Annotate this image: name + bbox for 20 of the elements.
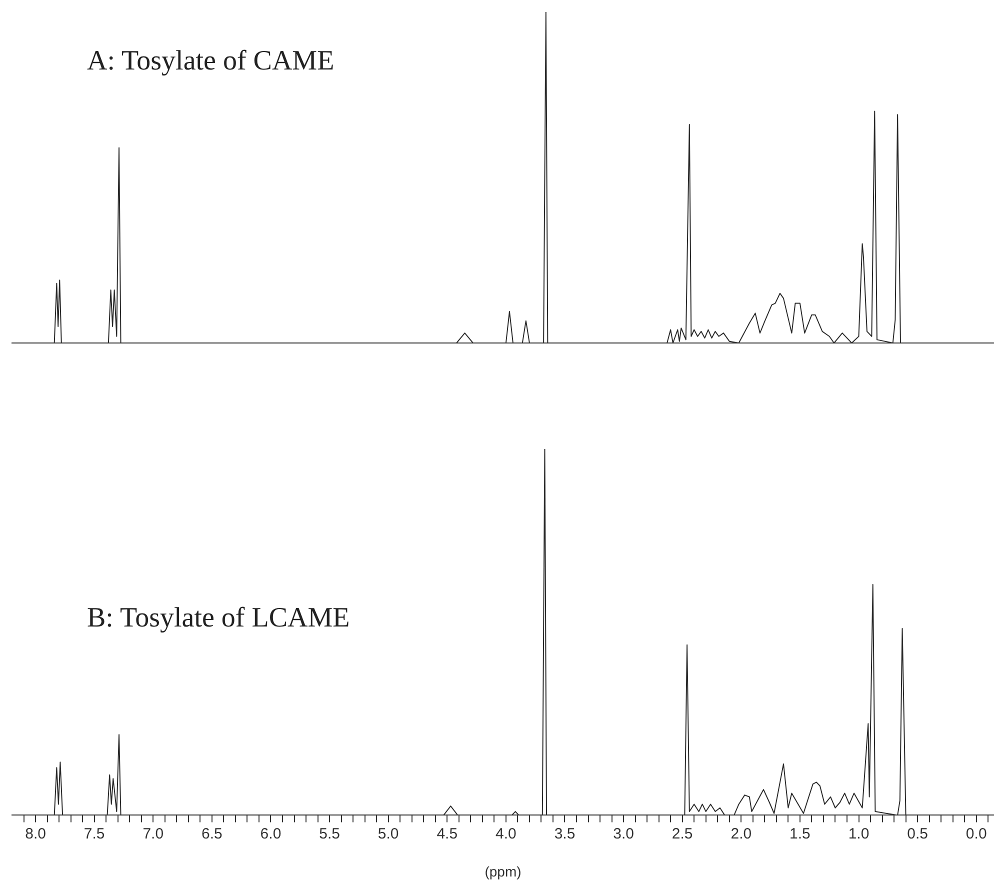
x-tick-label: 5.0 bbox=[378, 825, 399, 842]
x-tick-label: 8.0 bbox=[25, 825, 46, 842]
x-tick-label: 3.5 bbox=[554, 825, 576, 842]
x-tick-label: 0.5 bbox=[907, 825, 928, 842]
x-tick-label: 4.5 bbox=[436, 825, 458, 842]
text: A: Tosylate of CAME bbox=[87, 45, 334, 76]
x-tick-label: 5.5 bbox=[319, 825, 340, 842]
x-tick-label: 2.0 bbox=[730, 825, 752, 842]
x-tick-label: 1.5 bbox=[790, 825, 810, 842]
x-tick-label: 7.5 bbox=[84, 825, 105, 842]
x-tick-label: 7.0 bbox=[142, 825, 164, 842]
x-tick-label: 0.0 bbox=[966, 825, 987, 842]
x-tick-label: 6.5 bbox=[202, 825, 222, 842]
text: B: Tosylate of LCAME bbox=[87, 602, 350, 634]
x-tick-label: 4.0 bbox=[496, 825, 516, 842]
x-tick-label: 6.0 bbox=[260, 825, 282, 842]
x-axis-title: (ppm) bbox=[484, 863, 522, 880]
x-tick-label: 1.0 bbox=[848, 825, 870, 842]
x-tick-label: 2.5 bbox=[672, 825, 693, 842]
x-tick-label: 3.0 bbox=[613, 825, 634, 842]
